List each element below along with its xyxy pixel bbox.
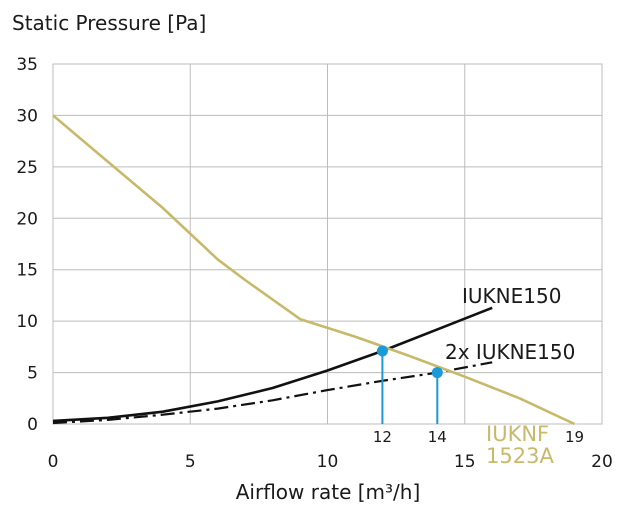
x-axis-label: Airflow rate [m³/h] bbox=[236, 480, 421, 504]
operating-points: 12 14 bbox=[373, 345, 447, 446]
series-label-iuknf-1523a-line2: 1523A bbox=[486, 444, 554, 468]
operating-point-label: 12 bbox=[373, 428, 392, 446]
tick-labels: 0 5 10 15 20 25 30 35 0 5 10 15 20 bbox=[16, 55, 612, 472]
operating-point-label: 14 bbox=[428, 428, 447, 446]
x-tick-label: 15 bbox=[454, 452, 476, 472]
series-line bbox=[52, 361, 493, 425]
series-lines bbox=[52, 114, 576, 426]
y-tick-label: 35 bbox=[16, 55, 38, 75]
y-tick-label: 30 bbox=[16, 106, 38, 126]
x-tick-label: 0 bbox=[48, 452, 59, 472]
series-line bbox=[52, 114, 576, 426]
grid bbox=[52, 63, 603, 425]
y-tick-label: 5 bbox=[27, 364, 38, 384]
y-tick-label: 15 bbox=[16, 261, 38, 281]
series-label-iuknf-1523a-line1: IUKNF bbox=[486, 422, 549, 446]
y-axis-label: Static Pressure [Pa] bbox=[12, 11, 206, 35]
series-label-iukne150: IUKNE150 bbox=[462, 284, 561, 308]
operating-point bbox=[431, 367, 443, 379]
plot-frame bbox=[52, 63, 603, 425]
y-tick-label: 25 bbox=[16, 158, 38, 178]
x-tick-label: 10 bbox=[317, 452, 339, 472]
y-tick-label: 10 bbox=[16, 312, 38, 332]
x-tick-label: 20 bbox=[591, 452, 613, 472]
operating-point bbox=[376, 345, 388, 357]
x-tick-label: 5 bbox=[185, 452, 196, 472]
series-label-2x-iukne150: 2x IUKNE150 bbox=[445, 340, 575, 364]
fan-curve-end-label: 19 bbox=[565, 428, 584, 446]
y-tick-label: 0 bbox=[27, 415, 38, 435]
y-tick-label: 20 bbox=[16, 209, 38, 229]
series-line bbox=[52, 306, 493, 423]
